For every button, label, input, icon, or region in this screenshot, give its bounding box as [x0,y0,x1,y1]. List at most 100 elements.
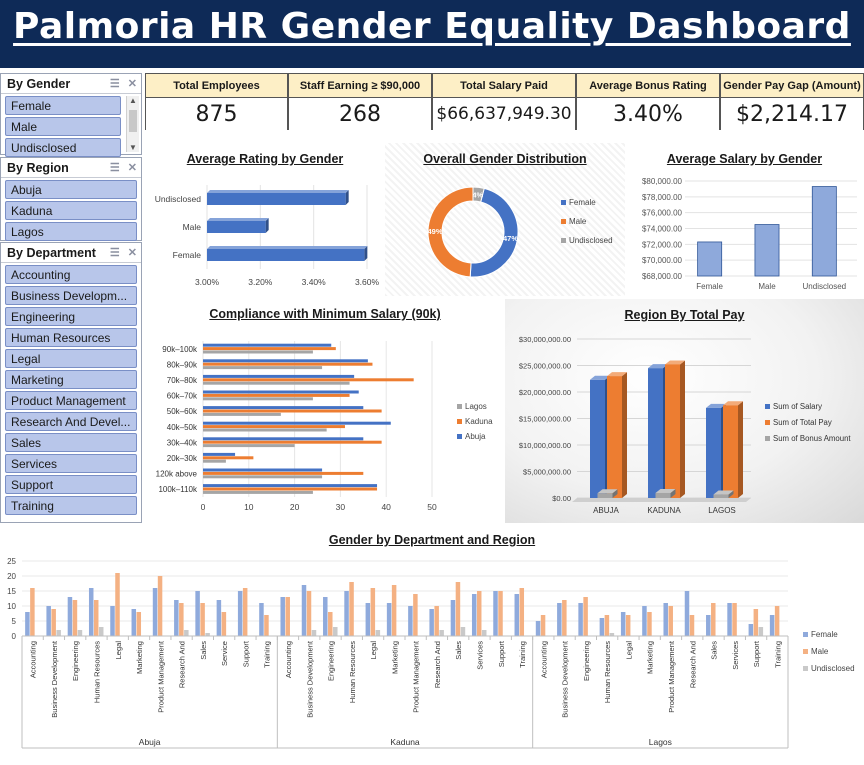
bar [51,609,56,636]
department-label: Legal [114,641,123,660]
chart-title: Gender by Department and Region [328,533,536,547]
slicer-item-undisclosed[interactable]: Undisclosed [5,138,121,157]
slicer-item-support[interactable]: Support [5,475,137,494]
bar-top [607,372,627,377]
bar [207,193,346,205]
bar [311,630,317,636]
slicer-item-male[interactable]: Male [5,117,121,136]
bar [203,425,345,429]
legend-swatch [457,434,462,439]
bar [203,475,323,479]
multi-select-icon[interactable]: ☰ [109,162,120,174]
tick-label: $10,000,000.00 [519,441,571,450]
bar [203,412,281,416]
avg-salary-chart-panel: Average Salary by Gender $68,000.00 $70,0… [625,143,864,296]
bar [519,588,525,636]
legend-label: Female [569,198,596,207]
bar [713,494,729,498]
category-label: Undisclosed [155,194,202,204]
category-label: 100k–110k [158,485,198,494]
bar [203,393,350,397]
category-label: 80k–90k [167,360,198,369]
bar [184,630,189,636]
department-label: Services [731,641,740,670]
distribution-chart: 47% 49% 4% Female Male Undisclosed [428,186,613,278]
legend-label: Kaduna [465,417,493,426]
slicer-scrollbar[interactable]: ▲ ▼ [126,96,139,152]
multi-select-icon[interactable]: ☰ [109,78,120,90]
slicer-item-product-management[interactable]: Product Management [5,391,137,410]
bar [203,381,350,385]
bar [93,600,99,636]
scroll-up-icon[interactable]: ▲ [129,96,137,105]
bar [301,585,307,636]
slicer-item-lagos[interactable]: Lagos [5,222,137,241]
bar [706,615,711,636]
kpi-label: Total Salary Paid [433,74,575,98]
tick-label: $70,000.00 [642,256,683,265]
scroll-thumb[interactable] [129,110,137,132]
slicer-item-legal[interactable]: Legal [5,349,137,368]
kpi-staff-earning: Staff Earning ≥ $90,000 268 [288,73,432,130]
bar [668,606,673,636]
tick-label: 3.60% [355,277,380,287]
clear-filter-icon[interactable]: ✕ [127,162,137,174]
slicer-item-training[interactable]: Training [5,496,137,515]
slicer-item-accounting[interactable]: Accounting [5,265,137,284]
kpi-average-bonus: Average Bonus Rating 3.40% [576,73,720,130]
slicer-item-business-development[interactable]: Business Developm... [5,286,137,305]
bar [152,588,158,636]
department-label: Research And [433,641,442,688]
slicer-item-human-resources[interactable]: Human Resources [5,328,137,347]
bar [56,630,61,636]
kpi-label: Staff Earning ≥ $90,000 [289,74,431,98]
department-label: Accounting [539,641,548,678]
bar [323,597,328,636]
tick-label: 20 [290,502,300,512]
bar [203,452,236,456]
slice-label: 47% [503,234,518,243]
bar [88,588,94,636]
legend-label: Lagos [465,402,487,411]
legend-label: Male [569,217,587,226]
slicer-item-engineering[interactable]: Engineering [5,307,137,326]
scroll-down-icon[interactable]: ▼ [129,143,137,152]
slicer-item-services[interactable]: Services [5,454,137,473]
clear-filter-icon[interactable]: ✕ [127,247,137,259]
bar-top [648,364,668,369]
region-label: Lagos [649,737,672,747]
bar [203,459,226,463]
kpi-label: Gender Pay Gap (Amount) [721,74,863,98]
bar-side [265,218,269,233]
tick-label: 25 [7,557,16,566]
region-label: Abuja [139,737,161,747]
category-label: Female [696,282,723,291]
bar [583,597,588,636]
tick-label: 20 [7,572,16,581]
bar [391,585,397,636]
bar [200,603,205,636]
legend-label: Undisclosed [811,664,855,673]
slicer-item-research[interactable]: Research And Devel... [5,412,137,431]
multi-select-icon[interactable]: ☰ [109,247,120,259]
bar [413,594,418,636]
slicer-item-kaduna[interactable]: Kaduna [5,201,137,220]
department-label: Sales [454,641,463,660]
distribution-chart-panel: Overall Gender Distribution 47% 49% 4% Fema… [385,143,625,296]
category-label: LAGOS [708,506,736,515]
legend-swatch [765,420,770,425]
slicer-item-marketing[interactable]: Marketing [5,370,137,389]
category-label: 70k–80k [167,376,198,385]
bar [203,397,313,401]
clear-filter-icon[interactable]: ✕ [127,78,137,90]
bar-side [622,372,627,498]
department-label: Marketing [135,641,144,674]
slicer-item-abuja[interactable]: Abuja [5,180,137,199]
bar [46,606,51,636]
tick-label: 0 [12,632,17,641]
slicer-item-sales[interactable]: Sales [5,433,137,452]
slicer-item-female[interactable]: Female [5,96,121,115]
department-label: Service [220,641,229,666]
bar [203,378,414,382]
department-label: Support [752,640,761,667]
